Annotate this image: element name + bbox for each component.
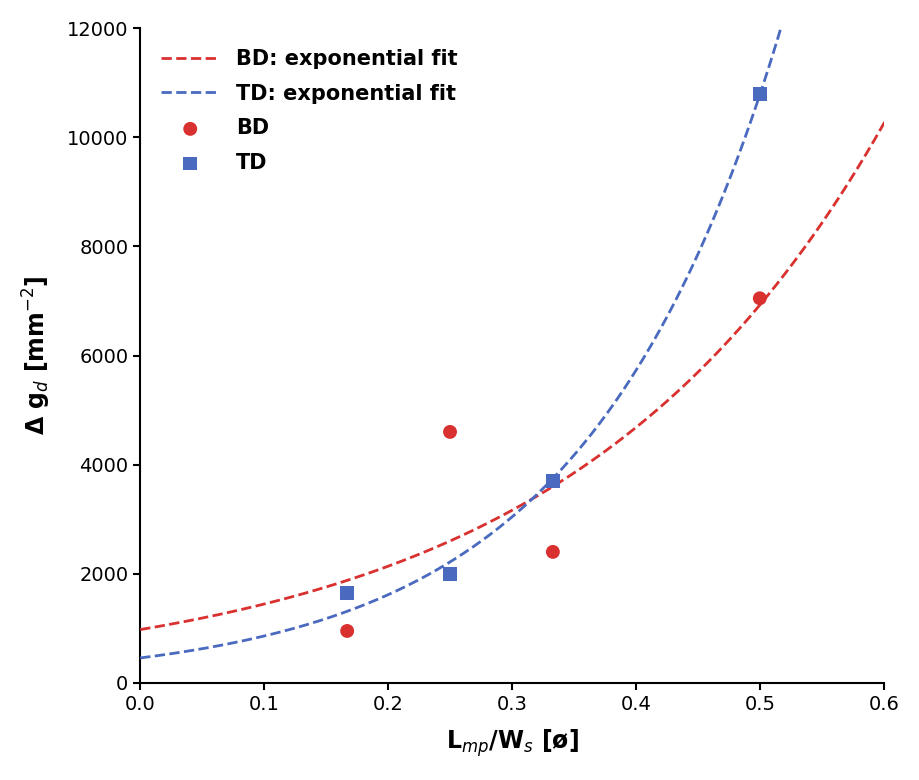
BD: exponential fit: (0.365, 4.09e+03): exponential fit: (0.365, 4.09e+03): [587, 456, 598, 465]
BD: exponential fit: (0.467, 6.08e+03): exponential fit: (0.467, 6.08e+03): [712, 346, 723, 356]
BD: [442, 426, 457, 438]
BD: [545, 546, 560, 558]
TD: [442, 568, 457, 580]
Line: TD: exponential fit: TD: exponential fit: [140, 0, 908, 658]
BD: exponential fit: (0.11, 1.5e+03): exponential fit: (0.11, 1.5e+03): [270, 597, 281, 606]
BD: exponential fit: (0.62, 1.11e+04): exponential fit: (0.62, 1.11e+04): [902, 73, 913, 83]
BD: exponential fit: (0.159, 1.82e+03): exponential fit: (0.159, 1.82e+03): [332, 579, 343, 588]
TD: exponential fit: (0, 455): exponential fit: (0, 455): [134, 654, 145, 663]
X-axis label: L$_{mp}$/W$_{s}$ [ø]: L$_{mp}$/W$_{s}$ [ø]: [445, 728, 578, 759]
TD: exponential fit: (0.11, 912): exponential fit: (0.11, 912): [270, 629, 281, 638]
TD: exponential fit: (0.467, 8.74e+03): exponential fit: (0.467, 8.74e+03): [712, 201, 723, 211]
Y-axis label: Δ g$_d$ [mm$^{-2}$]: Δ g$_d$ [mm$^{-2}$]: [21, 276, 53, 435]
TD: exponential fit: (0.365, 4.6e+03): exponential fit: (0.365, 4.6e+03): [587, 427, 598, 437]
Legend: BD: exponential fit, TD: exponential fit, BD, TD: BD: exponential fit, TD: exponential fit…: [151, 39, 468, 183]
TD: [545, 475, 560, 488]
BD: [339, 625, 354, 637]
BD: exponential fit: (0, 975): exponential fit: (0, 975): [134, 625, 145, 634]
TD: exponential fit: (0.281, 2.69e+03): exponential fit: (0.281, 2.69e+03): [482, 531, 493, 541]
Line: BD: exponential fit: BD: exponential fit: [140, 78, 908, 629]
TD: exponential fit: (0.159, 1.25e+03): exponential fit: (0.159, 1.25e+03): [332, 610, 343, 619]
BD: [752, 292, 766, 304]
TD: exponential fit: (0.414, 6.26e+03): exponential fit: (0.414, 6.26e+03): [647, 337, 658, 346]
BD: exponential fit: (0.281, 2.93e+03): exponential fit: (0.281, 2.93e+03): [482, 519, 493, 528]
TD: [752, 87, 766, 100]
BD: exponential fit: (0.414, 4.94e+03): exponential fit: (0.414, 4.94e+03): [647, 409, 658, 418]
TD: [339, 587, 354, 599]
